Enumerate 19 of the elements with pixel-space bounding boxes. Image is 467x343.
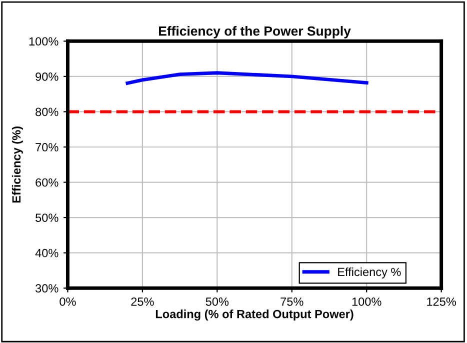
y-tick-label: 40%	[35, 248, 58, 258]
x-tick-label: 25%	[131, 297, 154, 306]
x-tick-label: 75%	[280, 298, 304, 306]
y-tick-label: 100%	[29, 37, 58, 46]
x-axis-title: Loading (% of Rated Output Power)	[156, 310, 354, 321]
y-tick-label: 70%	[36, 143, 58, 152]
y-tick-label: 80%	[36, 108, 58, 116]
legend-label: Efficiency %	[338, 267, 401, 278]
y-tick-label: 30%	[36, 284, 58, 293]
x-tick-label: 50%	[206, 297, 229, 306]
y-tick-label: 90%	[36, 72, 58, 81]
x-tick-label: 100%	[352, 297, 382, 306]
y-tick-label: 50%	[36, 214, 58, 222]
x-tick-label: 0%	[60, 297, 76, 306]
y-tick-label: 60%	[36, 178, 58, 187]
chart-title: Efficiency of the Power Supply	[158, 26, 351, 38]
x-tick-label: 125%	[427, 297, 456, 306]
line-series	[126, 71, 368, 85]
y-axis-title: Efficiency (%)	[12, 126, 23, 203]
